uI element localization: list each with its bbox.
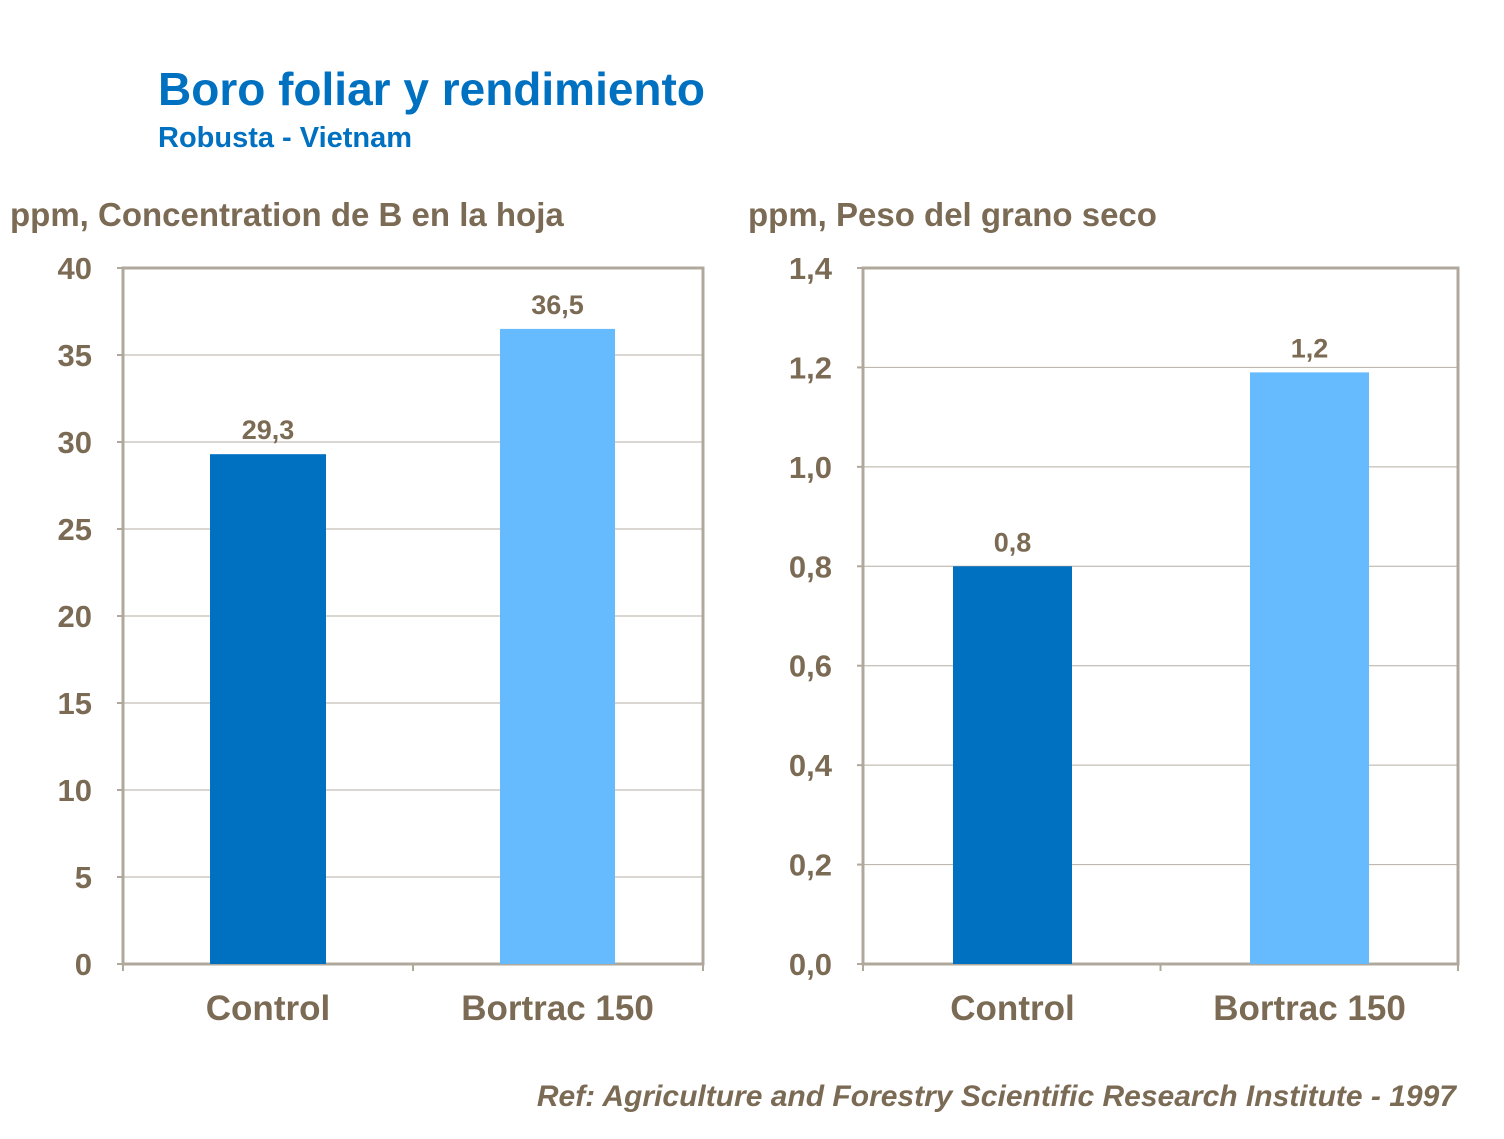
chart-2: ppm, Peso del grano seco 0,0 0,2 0,4 0,6 0,8 1…	[748, 196, 1460, 1028]
data-label: 29,3	[242, 415, 295, 445]
y-tick-label: 25	[58, 512, 92, 547]
x-category-label: Bortrac 150	[461, 989, 654, 1028]
y-tick-label: 0,6	[789, 649, 832, 684]
page-title: Boro foliar y rendimiento	[158, 63, 705, 115]
y-tick-label: 40	[58, 251, 92, 286]
y-tick-label: 0,8	[789, 549, 832, 584]
y-tick-label: 5	[75, 860, 92, 895]
y-tick-label: 0,4	[789, 748, 833, 783]
y-tick-label: 1,0	[789, 450, 832, 485]
y-tick-label: 30	[58, 425, 92, 460]
y-axis-label: ppm, Concentration de B en la hoja	[10, 196, 564, 233]
y-tick-label: 20	[58, 599, 92, 634]
page-subtitle: Robusta - Vietnam	[158, 122, 413, 154]
bar-control	[953, 566, 1072, 964]
y-tick-label: 15	[58, 686, 92, 721]
y-tick-label: 10	[58, 773, 92, 808]
x-category-label: Control	[950, 989, 1074, 1028]
data-label: 36,5	[531, 290, 584, 320]
reference-note: Ref: Agriculture and Forestry Scientific…	[536, 1080, 1456, 1113]
x-category-label: Bortrac 150	[1213, 989, 1406, 1028]
data-label: 0,8	[994, 527, 1032, 557]
bar-control	[210, 454, 326, 964]
y-tick-label: 35	[58, 338, 92, 373]
y-axis-label: ppm, Peso del grano seco	[748, 196, 1157, 233]
bar-bortrac-150	[1250, 372, 1369, 964]
x-category-label: Control	[206, 989, 330, 1028]
y-tick-label: 0,2	[789, 848, 832, 883]
data-label: 1,2	[1291, 333, 1329, 363]
bar-bortrac-150	[500, 328, 615, 964]
y-tick-label: 1,2	[789, 350, 832, 385]
y-tick-label: 0	[75, 947, 92, 982]
y-tick-label: 0,0	[789, 947, 832, 982]
y-tick-label: 1,4	[789, 251, 833, 286]
chart-1: ppm, Concentration de B en la hoja 0 5 10 15…	[10, 196, 705, 1028]
